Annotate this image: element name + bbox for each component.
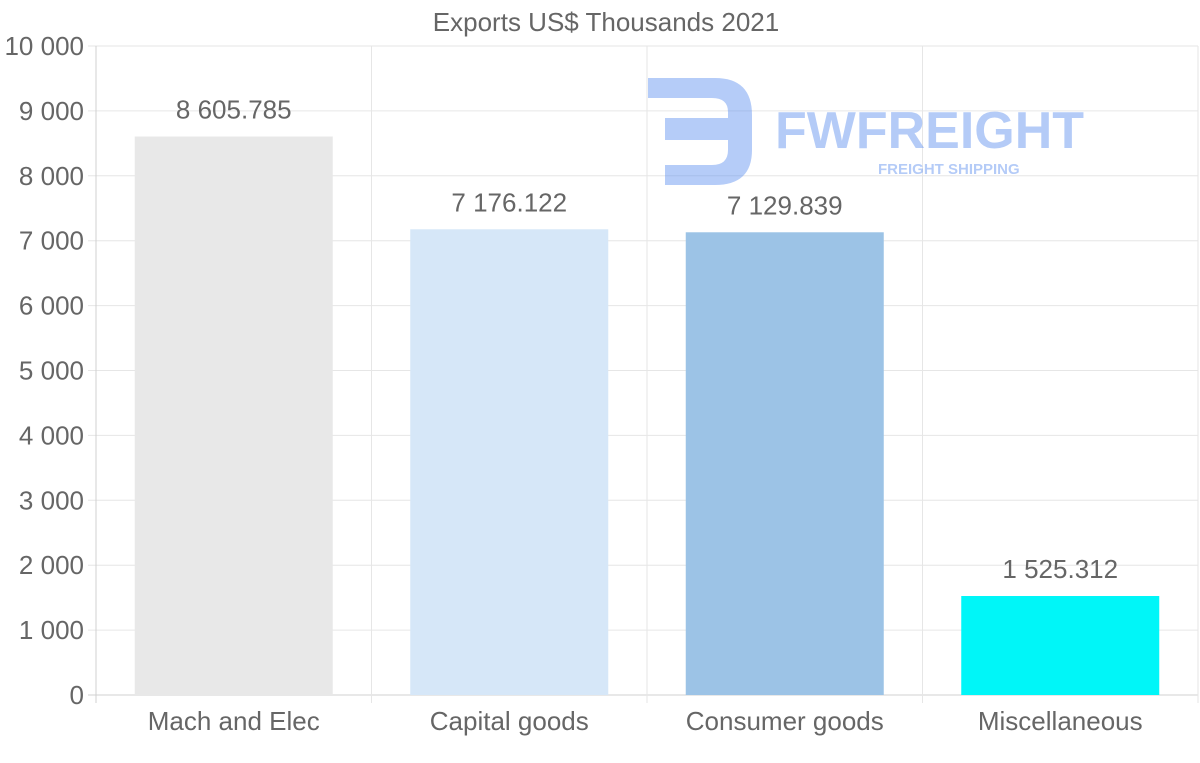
y-tick-label: 4 000 [19, 420, 84, 450]
y-tick-label: 7 000 [19, 226, 84, 256]
bar-value-label: 7 176.122 [451, 187, 567, 217]
watermark-logo: FWFREIGHT FREIGHT SHIPPING [648, 78, 1084, 185]
x-category-label: Mach and Elec [148, 706, 320, 736]
bar[interactable] [961, 596, 1160, 695]
y-tick-label: 3 000 [19, 485, 84, 515]
y-tick-label: 1 000 [19, 615, 84, 645]
y-tick-label: 9 000 [19, 96, 84, 126]
bar[interactable] [410, 229, 609, 695]
x-category-label: Consumer goods [686, 706, 884, 736]
bar[interactable] [134, 136, 333, 695]
x-category-label: Miscellaneous [978, 706, 1143, 736]
y-tick-label: 0 [70, 680, 84, 710]
watermark-tagline: FREIGHT SHIPPING [878, 161, 1020, 178]
bar[interactable] [685, 232, 884, 696]
bar-value-label: 8 605.785 [176, 94, 292, 124]
logo-mark-icon [648, 78, 752, 185]
y-tick-label: 2 000 [19, 550, 84, 580]
bar-value-label: 1 525.312 [1002, 554, 1118, 584]
bars-layer [134, 136, 1160, 696]
labels-layer: 0 1 000 2 000 3 000 4 000 5 000 6 000 7 000 8 00… [4, 31, 1142, 736]
y-tick-label: 10 000 [4, 31, 84, 61]
y-tick-label: 8 000 [19, 161, 84, 191]
y-tick-label: 5 000 [19, 356, 84, 386]
y-tick-label: 6 000 [19, 291, 84, 321]
bar-value-label: 7 129.839 [727, 190, 843, 220]
chart-title: Exports US$ Thousands 2021 [433, 7, 779, 37]
x-category-label: Capital goods [430, 706, 589, 736]
watermark-brand: FWFREIGHT [775, 102, 1084, 160]
